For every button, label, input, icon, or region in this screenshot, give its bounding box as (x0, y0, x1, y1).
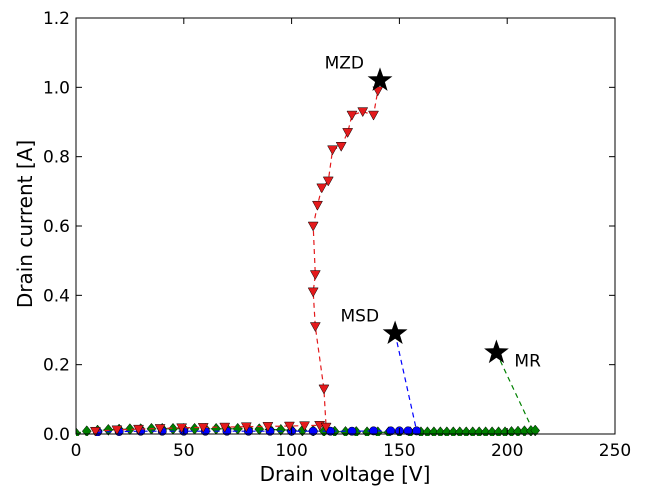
data-point-triangle (335, 142, 347, 152)
data-point-triangle (357, 107, 369, 118)
x-tick-label: 100 (275, 441, 307, 461)
y-tick-label: 0.0 (43, 425, 70, 445)
data-point-triangle (262, 422, 274, 432)
annotation-label: MR (514, 352, 541, 372)
data-point-triangle (299, 421, 310, 432)
x-tick-label: 250 (599, 441, 631, 461)
data-point-triangle (309, 322, 321, 333)
y-axis-label: Drain current [A] (13, 140, 37, 308)
data-point-triangle (307, 221, 319, 232)
x-tick-label: 200 (491, 441, 523, 461)
data-point-triangle (154, 424, 166, 434)
data-point-triangle (320, 422, 332, 433)
x-tick-label: 0 (71, 441, 82, 461)
y-tick-label: 1.0 (43, 78, 70, 98)
data-point-circle (369, 426, 378, 436)
data-point-triangle (284, 421, 295, 432)
data-point-diamond (81, 425, 92, 436)
annotation-connector (394, 333, 418, 432)
data-point-diamond (254, 423, 265, 436)
y-tick-label: 0.2 (43, 356, 70, 376)
data-point-triangle (318, 384, 330, 395)
data-layer (76, 86, 541, 436)
data-point-triangle (322, 176, 334, 187)
data-point-diamond (168, 422, 178, 435)
data-point-triangle (133, 424, 144, 435)
series-line (95, 90, 379, 432)
y-tick-label: 0.4 (43, 286, 70, 306)
data-point-circle (347, 426, 357, 436)
annotation-mzd: MZD (325, 53, 393, 91)
data-point-diamond (189, 422, 200, 435)
annotation-label: MSD (341, 306, 380, 326)
data-point-diamond (232, 422, 243, 435)
annotation-msd: MSD (341, 306, 418, 432)
star-marker (382, 320, 408, 344)
data-point-triangle (342, 128, 354, 138)
data-point-triangle (89, 426, 101, 436)
data-point-triangle (197, 423, 209, 433)
x-axis-label: Drain voltage [V] (260, 462, 431, 486)
y-tick-label: 1.2 (43, 9, 70, 29)
annotation-label: MZD (325, 53, 364, 73)
annotation-mr: MR (484, 339, 541, 431)
series-line (97, 430, 417, 433)
data-point-diamond (275, 423, 286, 436)
x-tick-label: 50 (173, 441, 195, 461)
y-tick-label: 0.6 (43, 217, 70, 237)
plot-frame (75, 17, 616, 435)
data-point-triangle (368, 110, 379, 121)
y-tick-label: 0.8 (43, 148, 70, 168)
x-tick-label: 150 (383, 441, 415, 461)
data-point-triangle (316, 183, 328, 194)
data-point-triangle (346, 110, 358, 121)
star-marker (367, 67, 393, 91)
axes: 0 50 100 150 200 250 0.0 0.2 0.4 0.6 0.8 1.0 1.2 (43, 9, 631, 461)
plot-area: MZD MSD MR (76, 53, 541, 436)
data-point-triangle (219, 422, 231, 433)
data-point-triangle (307, 287, 319, 298)
data-point-circle (308, 426, 318, 436)
data-point-diamond (211, 422, 221, 435)
series-0 (89, 86, 384, 436)
data-point-triangle (312, 200, 323, 211)
star-marker (484, 339, 509, 364)
data-point-triangle (309, 270, 321, 281)
data-point-triangle (327, 145, 338, 156)
data-point-triangle (240, 422, 252, 433)
data-point-triangle (111, 425, 123, 436)
